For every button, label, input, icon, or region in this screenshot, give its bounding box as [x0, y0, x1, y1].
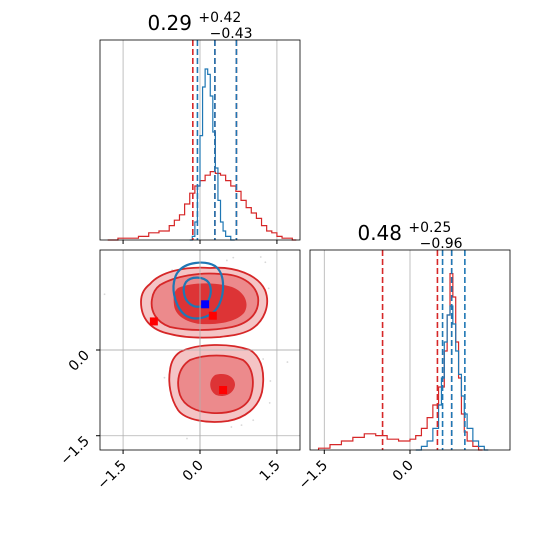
- title-param1-plus: +0.42: [198, 10, 241, 26]
- sample-point: [240, 424, 243, 427]
- contour-blue-outer: [172, 261, 225, 320]
- sample-point: [230, 426, 233, 428]
- y-tick-label-contour-0: −1.5: [57, 433, 92, 468]
- x-tick-label-contour-0: −1.5: [95, 458, 130, 493]
- histogram-red-param1: [107, 171, 297, 241]
- histogram-red-param2: [317, 273, 483, 451]
- red_marker_3: [219, 386, 228, 394]
- title-param2-minus: −0.96: [420, 236, 463, 252]
- sample-point: [286, 361, 289, 363]
- x-tick-label-param2-0: −1.5: [296, 458, 331, 493]
- sample-point: [163, 376, 166, 379]
- sample-point: [186, 437, 188, 440]
- histogram-blue-param2: [415, 305, 489, 451]
- y-tick-label-contour-1: 0.0: [66, 348, 93, 375]
- sample-point: [264, 261, 267, 264]
- title-param2: 0.48 +0.25 −0.96: [357, 213, 462, 252]
- sample-point: [267, 287, 270, 290]
- title-param1-value: 0.29: [147, 11, 192, 35]
- sample-point: [103, 293, 106, 296]
- blue_marker: [201, 300, 210, 309]
- title-param1-minus: −0.43: [210, 26, 253, 42]
- histogram-param2-panel: 0.48 +0.25 −0.96 −1.5 0.0: [296, 213, 511, 493]
- contour-panel: −1.5 0.0 1.5 −1.5 0.0: [57, 249, 301, 493]
- title-param1: 0.29 +0.42 −0.43: [147, 3, 252, 42]
- x-tick-label-param2-1: 0.0: [390, 458, 417, 485]
- histogram-param1-panel: 0.29 +0.42 −0.43: [99, 3, 301, 244]
- contour-red-inner: [173, 283, 247, 396]
- title-param2-plus: +0.25: [408, 220, 451, 236]
- x-tick-label-contour-1: 0.0: [180, 458, 207, 485]
- sample-point: [269, 380, 272, 382]
- title-param2-value: 0.48: [357, 221, 402, 245]
- x-tick-label-contour-2: 1.5: [257, 458, 284, 485]
- red_marker_1: [208, 311, 217, 320]
- sample-point: [268, 402, 271, 404]
- sample-point: [262, 358, 265, 360]
- sample-point: [232, 256, 235, 259]
- sample-point: [259, 256, 262, 258]
- sample-point: [225, 259, 228, 262]
- sample-point: [252, 419, 255, 422]
- histogram-blue-param1: [189, 68, 235, 241]
- red_marker_2: [149, 317, 158, 326]
